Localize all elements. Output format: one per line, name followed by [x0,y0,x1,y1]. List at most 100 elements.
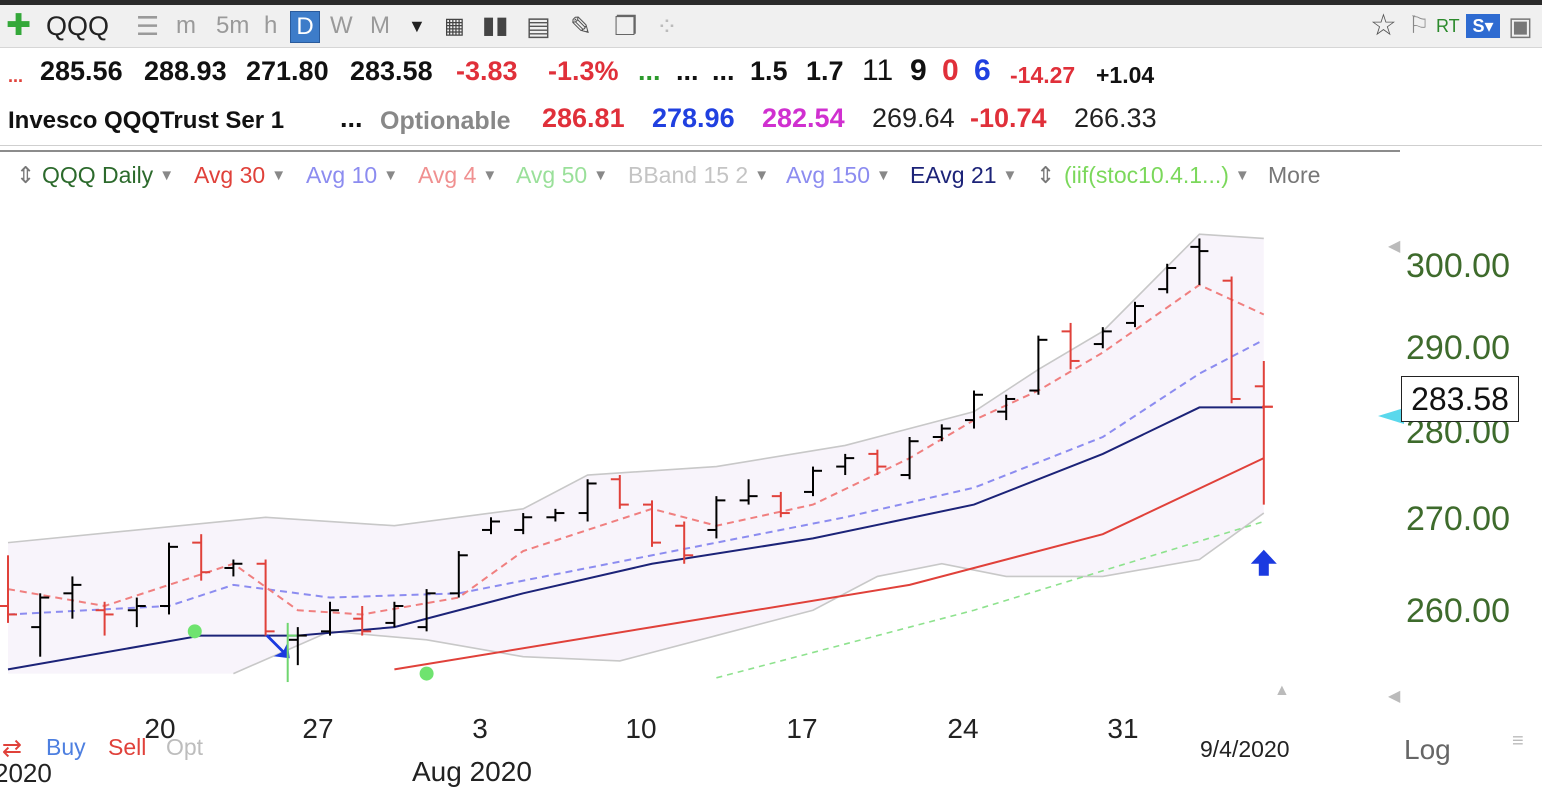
axis-scroll-up-icon[interactable]: ◀ [1388,238,1401,255]
legend-avg150-dropdown-icon[interactable]: ▼ [875,167,891,184]
ohlc-bar [288,627,307,666]
interval-5m[interactable]: 5m [216,12,250,39]
ohlc-bar [932,424,951,442]
series-avg-30 [394,457,1265,671]
ohlc-bar [1126,301,1144,328]
save-icon[interactable]: ▣ [1508,11,1533,41]
x-tick-label: 17 [786,713,817,744]
legend-avg10-label: Avg 10 [306,162,378,188]
quote-low: 271.80 [246,56,329,86]
legend-avg50-label: Avg 50 [516,162,588,188]
legend-bband-dropdown-icon[interactable]: ▼ [754,167,770,184]
bband-fill [8,234,1264,674]
legend-avg4-dropdown-icon[interactable]: ▼ [482,167,498,184]
ohlc-bar [836,453,855,476]
quote-dots0: ... [8,66,24,86]
quote-v1: -14.27 [1010,62,1076,88]
buy-arrow-icon [1250,549,1277,576]
ohlc-bar [997,394,1016,421]
interval-h[interactable]: h [264,12,278,39]
ohlc-bar [707,496,726,539]
window-top-border [0,0,1542,5]
legend-avg30[interactable]: Avg 30 ▼ [194,162,286,189]
legend-more[interactable]: More [1268,162,1321,188]
quote-dots1: ... [638,56,661,86]
panel-menu-icon[interactable]: ≡ [1512,730,1524,752]
quote-v2: +1.04 [1096,62,1155,88]
footer-month: Aug 2020 [412,756,532,787]
quote-n4: 6 [974,54,991,87]
add-symbol-icon[interactable]: ✚ [6,9,32,42]
grid-settings-icon[interactable]: ▤ [526,11,551,41]
legend-iif-dropdown-icon[interactable]: ▼ [1234,167,1250,184]
symbol-label[interactable]: QQQ [46,11,110,41]
legend-avg30-label: Avg 30 [194,162,266,188]
sell-arrow-icon [265,634,290,659]
legend-avg4-label: Avg 4 [418,162,477,188]
ohlc-bar [417,589,436,632]
legend-eavg21-dropdown-icon[interactable]: ▼ [1002,167,1018,184]
interval-w[interactable]: W [330,12,353,39]
series-bband-lower [233,512,1265,675]
quote-dots3: ... [712,56,735,86]
scroll-up-icon[interactable]: ▲ [1274,682,1290,699]
price-axis-label-290: 290.00 [1406,329,1510,367]
pencil-icon[interactable]: ✎ [570,11,592,41]
legend-eavg21[interactable]: EAvg 21 ▼ [910,162,1017,189]
legend-avg10[interactable]: Avg 10 ▼ [306,162,398,189]
footer-sell[interactable]: Sell [108,734,147,760]
quote-change: -3.83 [456,56,518,86]
legend-avg150[interactable]: Avg 150 ▼ [786,162,891,189]
star-icon[interactable]: ☆ [1370,9,1397,42]
axis-scroll-down-icon[interactable]: ◀ [1388,688,1401,705]
interval-m-month[interactable]: M [370,12,390,39]
legend-iif[interactable]: (iif(stoc10.4.1...) ▼ [1064,162,1250,189]
ohlc-bar [31,593,50,657]
link-icon[interactable]: ⁘ [656,11,678,41]
legend-avg30-dropdown-icon[interactable]: ▼ [271,167,287,184]
legend-iif-updown-icon[interactable]: ⇕ [1036,162,1056,188]
chart-type-icon[interactable]: ▦ [444,13,465,38]
bar-chart-icon[interactable]: ▮▮ [482,12,509,39]
quote-p5: -10.74 [970,103,1047,133]
footer-opt[interactable]: Opt [166,734,204,760]
quote-p4: 269.64 [872,103,955,133]
ohlc-bar [127,597,146,628]
price-axis-label-260: 260.00 [1406,592,1510,630]
interval-m[interactable]: m [176,12,196,39]
footer-year: 2020 [0,758,52,788]
x-tick-label: 20 [144,713,175,744]
interval-dropdown-icon[interactable]: ▼ [408,16,426,36]
legend-eavg21-label: EAvg 21 [910,162,997,188]
log-scale-toggle[interactable]: Log [1404,734,1451,765]
legend-updown-icon[interactable]: ⇕ [16,162,36,188]
legend-bband[interactable]: BBand 15 2 ▼ [628,162,769,189]
ohlc-bar [578,479,597,522]
quote-change-pct: -1.3% [548,56,619,86]
current-price-box: 283.58 [1401,376,1519,422]
legend-avg50[interactable]: Avg 50 ▼ [516,162,608,189]
legend-main-dropdown-icon[interactable]: ▼ [159,167,175,184]
ohlc-bar [610,475,629,509]
footer-buy[interactable]: Buy [46,734,86,760]
ohlc-bar [739,479,758,505]
legend-avg4[interactable]: Avg 4 ▼ [418,162,497,189]
ohlc-bar [321,601,339,636]
price-axis-label-300: 300.00 [1406,247,1510,285]
send-icon[interactable]: S▾ [1466,14,1500,38]
x-tick-label: 3 [472,713,488,744]
quote-high: 288.93 [144,56,227,86]
flag-icon[interactable]: ⚐ [1408,12,1430,39]
interval-d-selected[interactable]: D [290,11,320,43]
ohlc-bar [643,500,661,547]
legend-avg50-dropdown-icon[interactable]: ▼ [593,167,609,184]
ohlc-bar [804,466,822,497]
buy-sell-arrows-icon[interactable]: ⇄ [2,735,23,762]
legend-avg10-dropdown-icon[interactable]: ▼ [383,167,399,184]
realtime-icon[interactable]: RT [1436,16,1460,36]
legend-main[interactable]: QQQ Daily ▼ [42,162,174,189]
list-icon[interactable]: ☰ [136,11,160,41]
legend-main-label: QQQ Daily [42,162,154,188]
window-icon[interactable]: ❐ [614,11,638,41]
